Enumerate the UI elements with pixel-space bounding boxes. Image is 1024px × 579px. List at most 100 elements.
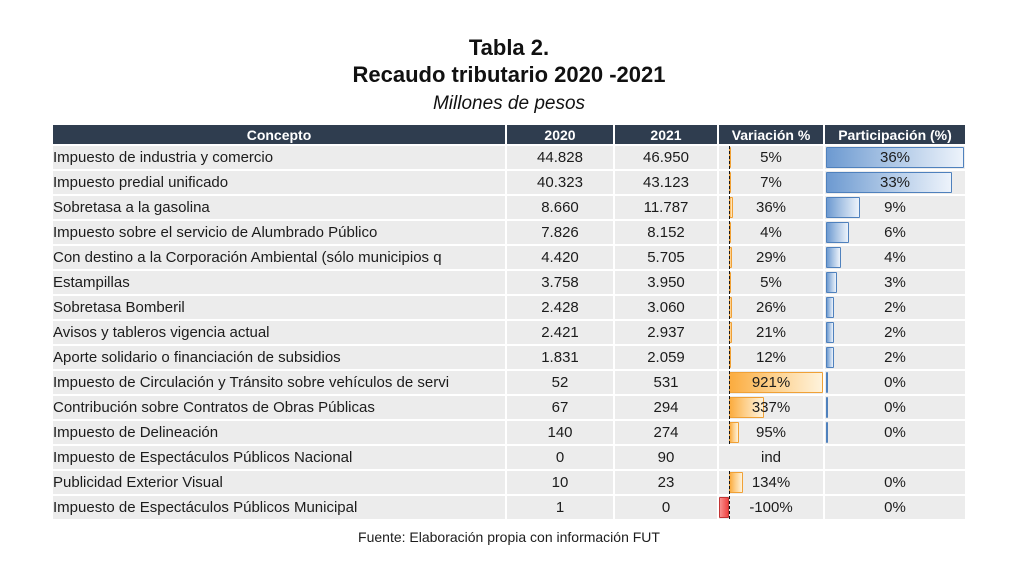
- cell-concepto: Con destino a la Corporación Ambiental (…: [53, 246, 505, 269]
- cell-variacion: 134%: [719, 471, 823, 494]
- table-row: Sobretasa Bomberil 2.428 3.060 26% 2%: [53, 296, 965, 319]
- cell-2020: 2.428: [507, 296, 613, 319]
- cell-2020: 10: [507, 471, 613, 494]
- participation-bar: [826, 147, 964, 168]
- cell-concepto: Aporte solidario o financiación de subsi…: [53, 346, 505, 369]
- participation-bar: [826, 272, 838, 293]
- cell-participacion: 0%: [825, 496, 965, 519]
- zero-axis-line: [729, 171, 731, 194]
- cell-concepto: Impuesto de Delineación: [53, 421, 505, 444]
- participation-value: 36%: [879, 149, 911, 166]
- participation-bar: [826, 372, 828, 393]
- document-sheet: Tabla 2. Recaudo tributario 2020 -2021 M…: [51, 0, 967, 546]
- variation-value: 337%: [751, 399, 791, 416]
- variation-value: 21%: [755, 324, 787, 341]
- cell-variacion: 921%: [719, 371, 823, 394]
- cell-2020: 3.758: [507, 271, 613, 294]
- cell-2021: 90: [615, 446, 717, 469]
- cell-2020: 52: [507, 371, 613, 394]
- cell-concepto: Impuesto de Espectáculos Públicos Munici…: [53, 496, 505, 519]
- table-row: Avisos y tableros vigencia actual 2.421 2.…: [53, 321, 965, 344]
- col-header-variacion: Variación %: [719, 125, 823, 144]
- participation-value: 0%: [884, 474, 906, 491]
- title-block: Tabla 2. Recaudo tributario 2020 -2021 M…: [51, 34, 967, 119]
- cell-2020: 1.831: [507, 346, 613, 369]
- cell-variacion: 337%: [719, 396, 823, 419]
- cell-2020: 2.421: [507, 321, 613, 344]
- revenue-table: Concepto 2020 2021 Variación % Participa…: [51, 123, 967, 521]
- variation-value: 134%: [751, 474, 791, 491]
- participation-value: 2%: [884, 299, 906, 316]
- cell-participacion: 0%: [825, 396, 965, 419]
- participation-value: 2%: [884, 324, 906, 341]
- variation-value: 12%: [755, 349, 787, 366]
- cell-concepto: Sobretasa a la gasolina: [53, 196, 505, 219]
- zero-axis-line: [729, 246, 731, 269]
- participation-bar: [826, 322, 834, 343]
- cell-2021: 43.123: [615, 171, 717, 194]
- participation-value: 0%: [884, 424, 906, 441]
- cell-concepto: Estampillas: [53, 271, 505, 294]
- cell-concepto: Impuesto sobre el servicio de Alumbrado …: [53, 221, 505, 244]
- participation-bar: [826, 422, 828, 443]
- table-row: Impuesto de Espectáculos Públicos Munici…: [53, 496, 965, 519]
- participation-bar: [826, 347, 834, 368]
- participation-bar: [826, 397, 828, 418]
- variation-value: 29%: [755, 249, 787, 266]
- cell-variacion: 29%: [719, 246, 823, 269]
- zero-axis-line: [729, 396, 731, 419]
- zero-axis-line: [729, 146, 731, 169]
- variation-value: 4%: [760, 224, 782, 241]
- cell-variacion: ind: [719, 446, 823, 469]
- table-row: Impuesto sobre el servicio de Alumbrado …: [53, 221, 965, 244]
- variation-bar-positive: [729, 422, 740, 443]
- cell-participacion: 9%: [825, 196, 965, 219]
- variation-value: ind: [760, 449, 782, 466]
- cell-2020: 0: [507, 446, 613, 469]
- col-header-participacion: Participación (%): [825, 125, 965, 144]
- cell-participacion: 33%: [825, 171, 965, 194]
- participation-bar: [826, 297, 834, 318]
- cell-2021: 294: [615, 396, 717, 419]
- table-row: Con destino a la Corporación Ambiental (…: [53, 246, 965, 269]
- zero-axis-line: [729, 471, 731, 494]
- cell-2021: 3.060: [615, 296, 717, 319]
- cell-2021: 3.950: [615, 271, 717, 294]
- cell-2020: 7.826: [507, 221, 613, 244]
- zero-axis-line: [729, 346, 731, 369]
- cell-participacion: [825, 446, 965, 469]
- cell-2021: 8.152: [615, 221, 717, 244]
- cell-2021: 5.705: [615, 246, 717, 269]
- cell-concepto: Impuesto de industria y comercio: [53, 146, 505, 169]
- cell-participacion: 0%: [825, 421, 965, 444]
- col-header-concepto: Concepto: [53, 125, 505, 144]
- cell-concepto: Impuesto de Circulación y Tránsito sobre…: [53, 371, 505, 394]
- cell-2020: 1: [507, 496, 613, 519]
- cell-participacion: 2%: [825, 296, 965, 319]
- cell-2021: 274: [615, 421, 717, 444]
- table-body: Impuesto de industria y comercio 44.828 46…: [53, 146, 965, 519]
- cell-variacion: 12%: [719, 346, 823, 369]
- table-main-title: Recaudo tributario 2020 -2021: [352, 62, 666, 87]
- cell-concepto: Impuesto predial unificado: [53, 171, 505, 194]
- cell-variacion: 21%: [719, 321, 823, 344]
- header-row: Concepto 2020 2021 Variación % Participa…: [53, 125, 965, 144]
- zero-axis-line: [729, 271, 731, 294]
- participation-bar: [826, 172, 953, 193]
- cell-2020: 67: [507, 396, 613, 419]
- cell-2021: 11.787: [615, 196, 717, 219]
- cell-concepto: Sobretasa Bomberil: [53, 296, 505, 319]
- cell-concepto: Contribución sobre Contratos de Obras Pú…: [53, 396, 505, 419]
- participation-value: 0%: [884, 374, 906, 391]
- col-header-2021: 2021: [615, 125, 717, 144]
- cell-2021: 2.059: [615, 346, 717, 369]
- variation-bar-positive: [729, 472, 743, 493]
- participation-bar: [826, 197, 861, 218]
- zero-axis-line: [729, 321, 731, 344]
- cell-variacion: 26%: [719, 296, 823, 319]
- participation-value: 33%: [879, 174, 911, 191]
- cell-concepto: Publicidad Exterior Visual: [53, 471, 505, 494]
- cell-variacion: 7%: [719, 171, 823, 194]
- participation-bar: [826, 247, 842, 268]
- cell-concepto: Impuesto de Espectáculos Públicos Nacion…: [53, 446, 505, 469]
